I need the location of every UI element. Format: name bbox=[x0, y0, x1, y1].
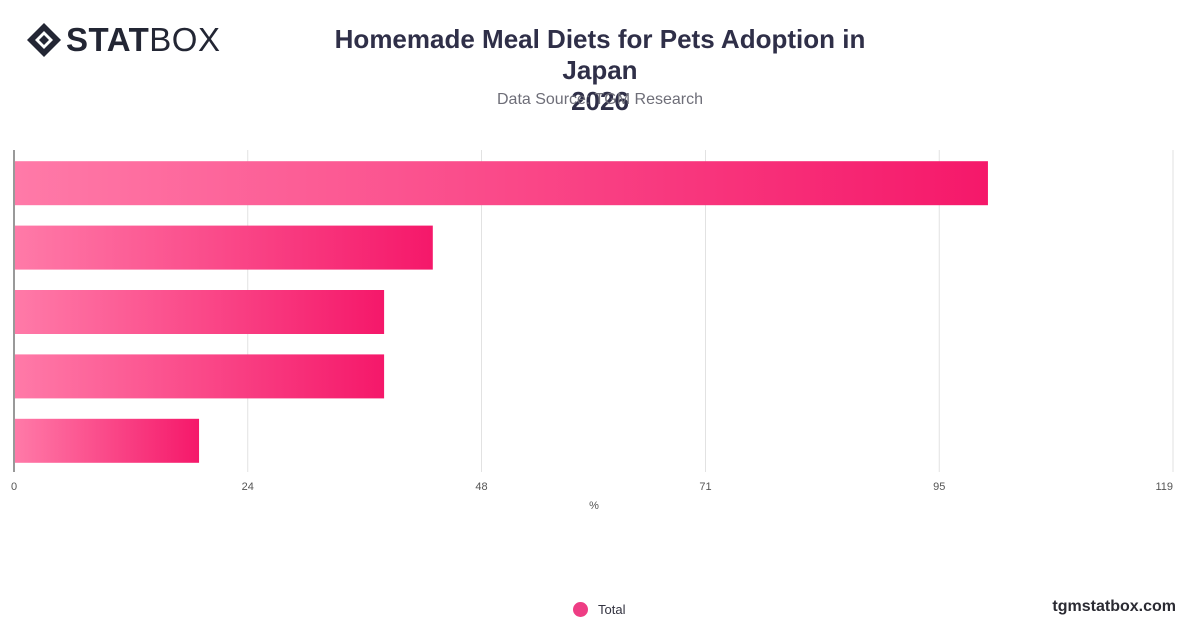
legend-marker bbox=[573, 602, 588, 617]
logo-text-bold: STAT bbox=[66, 21, 150, 58]
chart-title-line2: 2026 bbox=[571, 86, 629, 116]
bar[interactable] bbox=[15, 418, 200, 463]
x-tick-label: 71 bbox=[699, 481, 711, 493]
x-axis-label: % bbox=[589, 500, 599, 512]
legend-label-total: Total bbox=[598, 602, 626, 617]
x-tick-label: 0 bbox=[11, 481, 17, 493]
bar[interactable] bbox=[15, 290, 385, 334]
x-tick-label: 119 bbox=[1155, 481, 1173, 493]
logo-wordmark: STATBOX bbox=[66, 22, 220, 58]
bar[interactable] bbox=[15, 354, 385, 399]
statbox-diamond-icon bbox=[27, 23, 61, 57]
bar[interactable] bbox=[15, 225, 433, 270]
bar[interactable] bbox=[15, 161, 988, 206]
chart-title-line1: Homemade Meal Diets for Pets Adoption in… bbox=[334, 24, 866, 85]
x-tick-label: 48 bbox=[475, 481, 487, 493]
x-tick-label: 24 bbox=[242, 481, 254, 493]
legend[interactable]: Total bbox=[573, 602, 625, 617]
logo-text-light: BOX bbox=[149, 21, 221, 58]
chart-title: Homemade Meal Diets for Pets Adoption in… bbox=[300, 24, 900, 117]
website-footer: tgmstatbox.com bbox=[1052, 598, 1176, 615]
x-tick-label: 95 bbox=[933, 481, 945, 493]
chart-subtitle: Data Source: TGM Research bbox=[496, 91, 703, 108]
statbox-logo: STATBOX bbox=[26, 22, 220, 58]
